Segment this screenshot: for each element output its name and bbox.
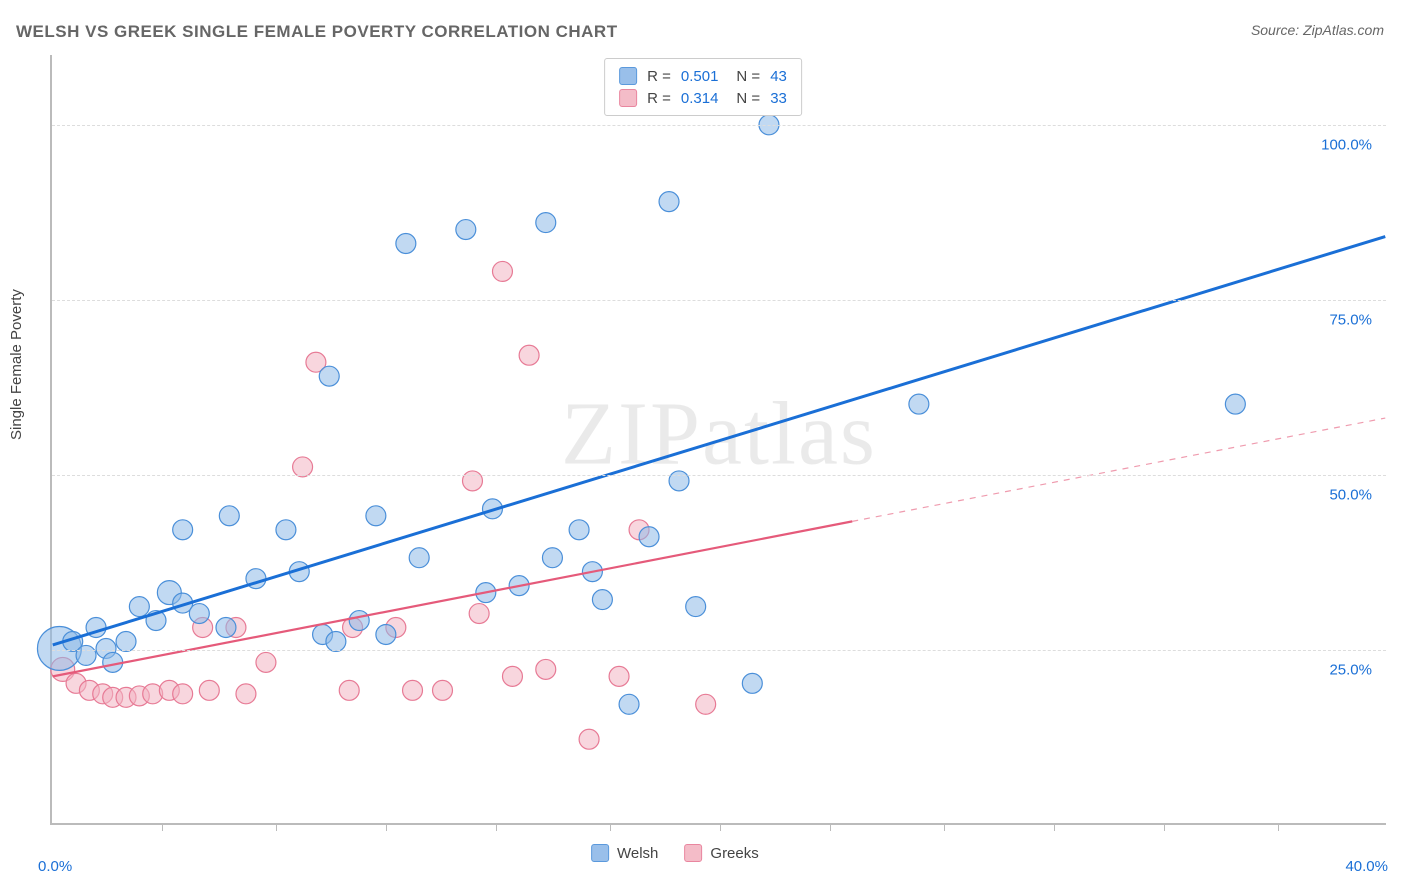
data-point-welsh[interactable] — [536, 213, 556, 233]
data-point-welsh[interactable] — [686, 597, 706, 617]
legend-label-welsh: Welsh — [617, 845, 658, 862]
data-point-greeks[interactable] — [293, 457, 313, 477]
data-point-welsh[interactable] — [742, 673, 762, 693]
data-point-welsh[interactable] — [456, 220, 476, 240]
data-point-greeks[interactable] — [492, 261, 512, 281]
n-label: N = — [736, 68, 760, 85]
x-tick — [610, 823, 611, 831]
chart-title: WELSH VS GREEK SINGLE FEMALE POVERTY COR… — [16, 22, 618, 42]
swatch-welsh — [619, 67, 637, 85]
source-attribution: Source: ZipAtlas.com — [1251, 22, 1384, 38]
data-point-greeks[interactable] — [339, 680, 359, 700]
x-tick — [944, 823, 945, 831]
swatch-welsh-b — [591, 844, 609, 862]
legend-label-greeks: Greeks — [710, 845, 758, 862]
data-point-greeks[interactable] — [579, 729, 599, 749]
x-tick — [1278, 823, 1279, 831]
data-point-greeks[interactable] — [502, 666, 522, 686]
series-legend: Welsh Greeks — [591, 844, 759, 862]
correlation-legend: R = 0.501 N = 43 R = 0.314 N = 33 — [604, 58, 802, 116]
legend-item-welsh[interactable]: Welsh — [591, 844, 658, 862]
y-tick-label: 50.0% — [1329, 487, 1372, 504]
data-point-welsh[interactable] — [366, 506, 386, 526]
x-tick — [1164, 823, 1165, 831]
trendline-greeks-dashed — [852, 418, 1385, 521]
data-point-welsh[interactable] — [619, 694, 639, 714]
data-point-welsh[interactable] — [219, 506, 239, 526]
data-point-greeks[interactable] — [199, 680, 219, 700]
data-point-greeks[interactable] — [256, 652, 276, 672]
x-tick — [496, 823, 497, 831]
data-point-welsh[interactable] — [592, 590, 612, 610]
r-label: R = — [647, 90, 671, 107]
r-label: R = — [647, 68, 671, 85]
data-point-greeks[interactable] — [463, 471, 483, 491]
plot-area: ZIPatlas 25.0%50.0%75.0%100.0% — [50, 55, 1386, 825]
data-point-welsh[interactable] — [409, 548, 429, 568]
x-tick — [386, 823, 387, 831]
x-tick — [830, 823, 831, 831]
data-point-welsh[interactable] — [376, 625, 396, 645]
data-point-welsh[interactable] — [659, 192, 679, 212]
y-tick-label: 25.0% — [1329, 662, 1372, 679]
data-point-welsh[interactable] — [396, 234, 416, 254]
data-point-welsh[interactable] — [216, 618, 236, 638]
chart-container: WELSH VS GREEK SINGLE FEMALE POVERTY COR… — [0, 0, 1406, 892]
gridline-h — [52, 650, 1386, 651]
x-tick — [162, 823, 163, 831]
x-tick-label-max: 40.0% — [1345, 858, 1388, 875]
gridline-h — [52, 125, 1386, 126]
n-label: N = — [736, 90, 760, 107]
data-point-welsh[interactable] — [909, 394, 929, 414]
data-point-welsh[interactable] — [276, 520, 296, 540]
y-axis-label: Single Female Poverty — [8, 289, 25, 440]
data-point-greeks[interactable] — [433, 680, 453, 700]
r-value-greeks: 0.314 — [681, 90, 719, 107]
data-point-greeks[interactable] — [536, 659, 556, 679]
source-link[interactable]: ZipAtlas.com — [1303, 22, 1384, 38]
data-point-welsh[interactable] — [319, 366, 339, 386]
data-point-greeks[interactable] — [696, 694, 716, 714]
data-point-greeks[interactable] — [173, 684, 193, 704]
gridline-h — [52, 300, 1386, 301]
correlation-row-welsh: R = 0.501 N = 43 — [619, 65, 787, 87]
r-value-welsh: 0.501 — [681, 68, 719, 85]
data-point-welsh[interactable] — [173, 520, 193, 540]
y-tick-label: 75.0% — [1329, 312, 1372, 329]
data-point-welsh[interactable] — [542, 548, 562, 568]
x-tick — [720, 823, 721, 831]
correlation-row-greeks: R = 0.314 N = 33 — [619, 87, 787, 109]
x-tick — [1054, 823, 1055, 831]
plot-svg — [52, 55, 1386, 823]
legend-item-greeks[interactable]: Greeks — [684, 844, 758, 862]
y-tick-label: 100.0% — [1321, 137, 1372, 154]
data-point-welsh[interactable] — [129, 597, 149, 617]
data-point-welsh[interactable] — [639, 527, 659, 547]
data-point-welsh[interactable] — [76, 645, 96, 665]
data-point-welsh[interactable] — [189, 604, 209, 624]
data-point-greeks[interactable] — [609, 666, 629, 686]
swatch-greeks-b — [684, 844, 702, 862]
data-point-welsh[interactable] — [349, 611, 369, 631]
swatch-greeks — [619, 89, 637, 107]
gridline-h — [52, 475, 1386, 476]
n-value-welsh: 43 — [770, 68, 787, 85]
data-point-welsh[interactable] — [669, 471, 689, 491]
data-point-welsh[interactable] — [326, 631, 346, 651]
data-point-greeks[interactable] — [519, 345, 539, 365]
data-point-greeks[interactable] — [469, 604, 489, 624]
data-point-greeks[interactable] — [403, 680, 423, 700]
x-tick-label-min: 0.0% — [38, 858, 72, 875]
data-point-welsh[interactable] — [1225, 394, 1245, 414]
x-tick — [276, 823, 277, 831]
data-point-welsh[interactable] — [569, 520, 589, 540]
data-point-welsh[interactable] — [116, 631, 136, 651]
source-prefix: Source: — [1251, 22, 1303, 38]
data-point-greeks[interactable] — [236, 684, 256, 704]
trendline-welsh — [53, 237, 1386, 645]
n-value-greeks: 33 — [770, 90, 787, 107]
